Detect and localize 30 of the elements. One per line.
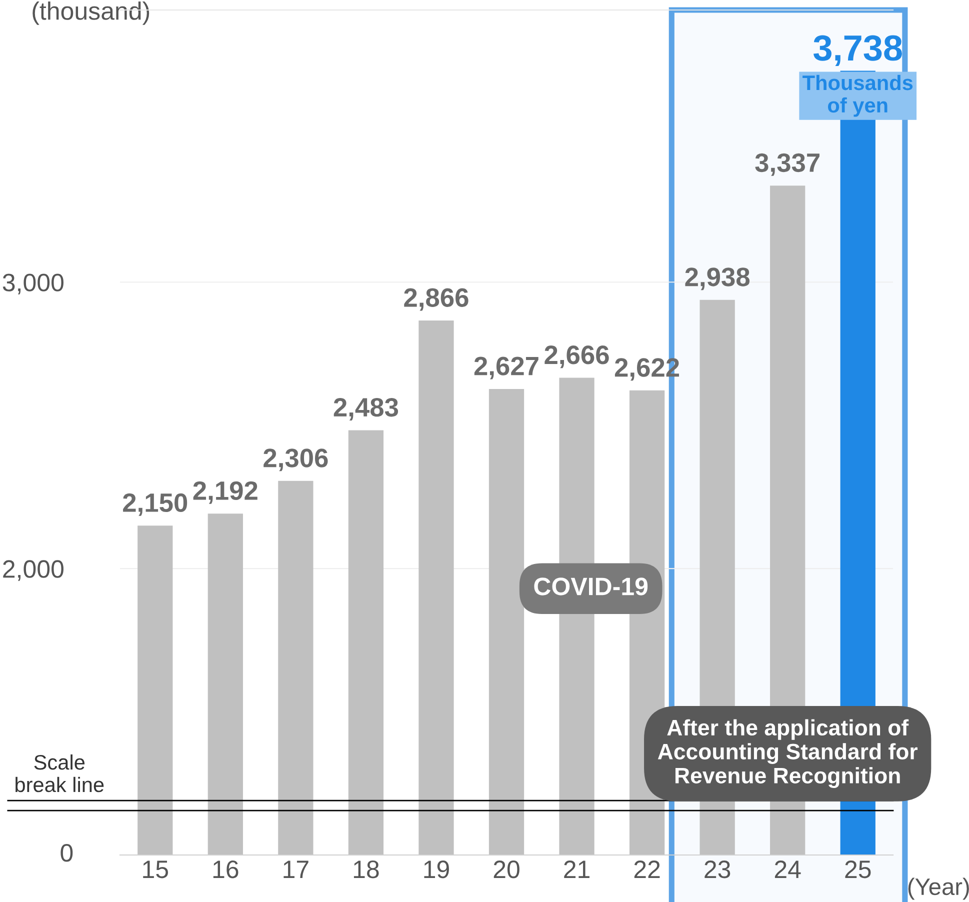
x-tick-label: 24 (774, 860, 801, 878)
y-tick-label: 3,000 (2, 274, 64, 294)
data-label: 3,337 (755, 153, 820, 176)
data-label: 2,938 (685, 268, 750, 290)
data-label: 2,866 (404, 288, 468, 311)
y-axis-title: (thousand) (32, 2, 150, 25)
data-label: 2,192 (193, 481, 258, 504)
x-tick-label: 23 (704, 860, 730, 878)
x-tick-label: 17 (284, 860, 308, 878)
x-tick-label: 18 (354, 860, 379, 878)
x-tick-label: 19 (424, 860, 449, 878)
annotation: COVID-19 (534, 578, 648, 596)
data-label: 2,306 (264, 448, 328, 472)
x-axis-title: (Year) (908, 878, 969, 900)
annotation: After the application of Accounting Standard for Revenue Recognition (658, 719, 918, 788)
x-tick-label: 15 (143, 860, 168, 878)
x-tick-label: 22 (634, 860, 660, 878)
data-label: 3,738 (814, 35, 902, 66)
x-tick-label: 16 (213, 860, 238, 878)
data-label: 2,666 (544, 346, 609, 368)
x-tick-label: 21 (564, 860, 590, 878)
data-label: 2,483 (334, 398, 398, 420)
data-label: 2,150 (123, 493, 188, 516)
annotation: Thousands of yen (802, 74, 913, 117)
data-label: 2,627 (474, 356, 538, 380)
x-tick-label: 20 (494, 860, 520, 878)
y-tick-label: 2,000 (3, 560, 64, 581)
text: 0 (60, 844, 73, 862)
x-tick-label: 25 (845, 860, 871, 878)
ref-line-label: Scale break line (16, 754, 104, 792)
